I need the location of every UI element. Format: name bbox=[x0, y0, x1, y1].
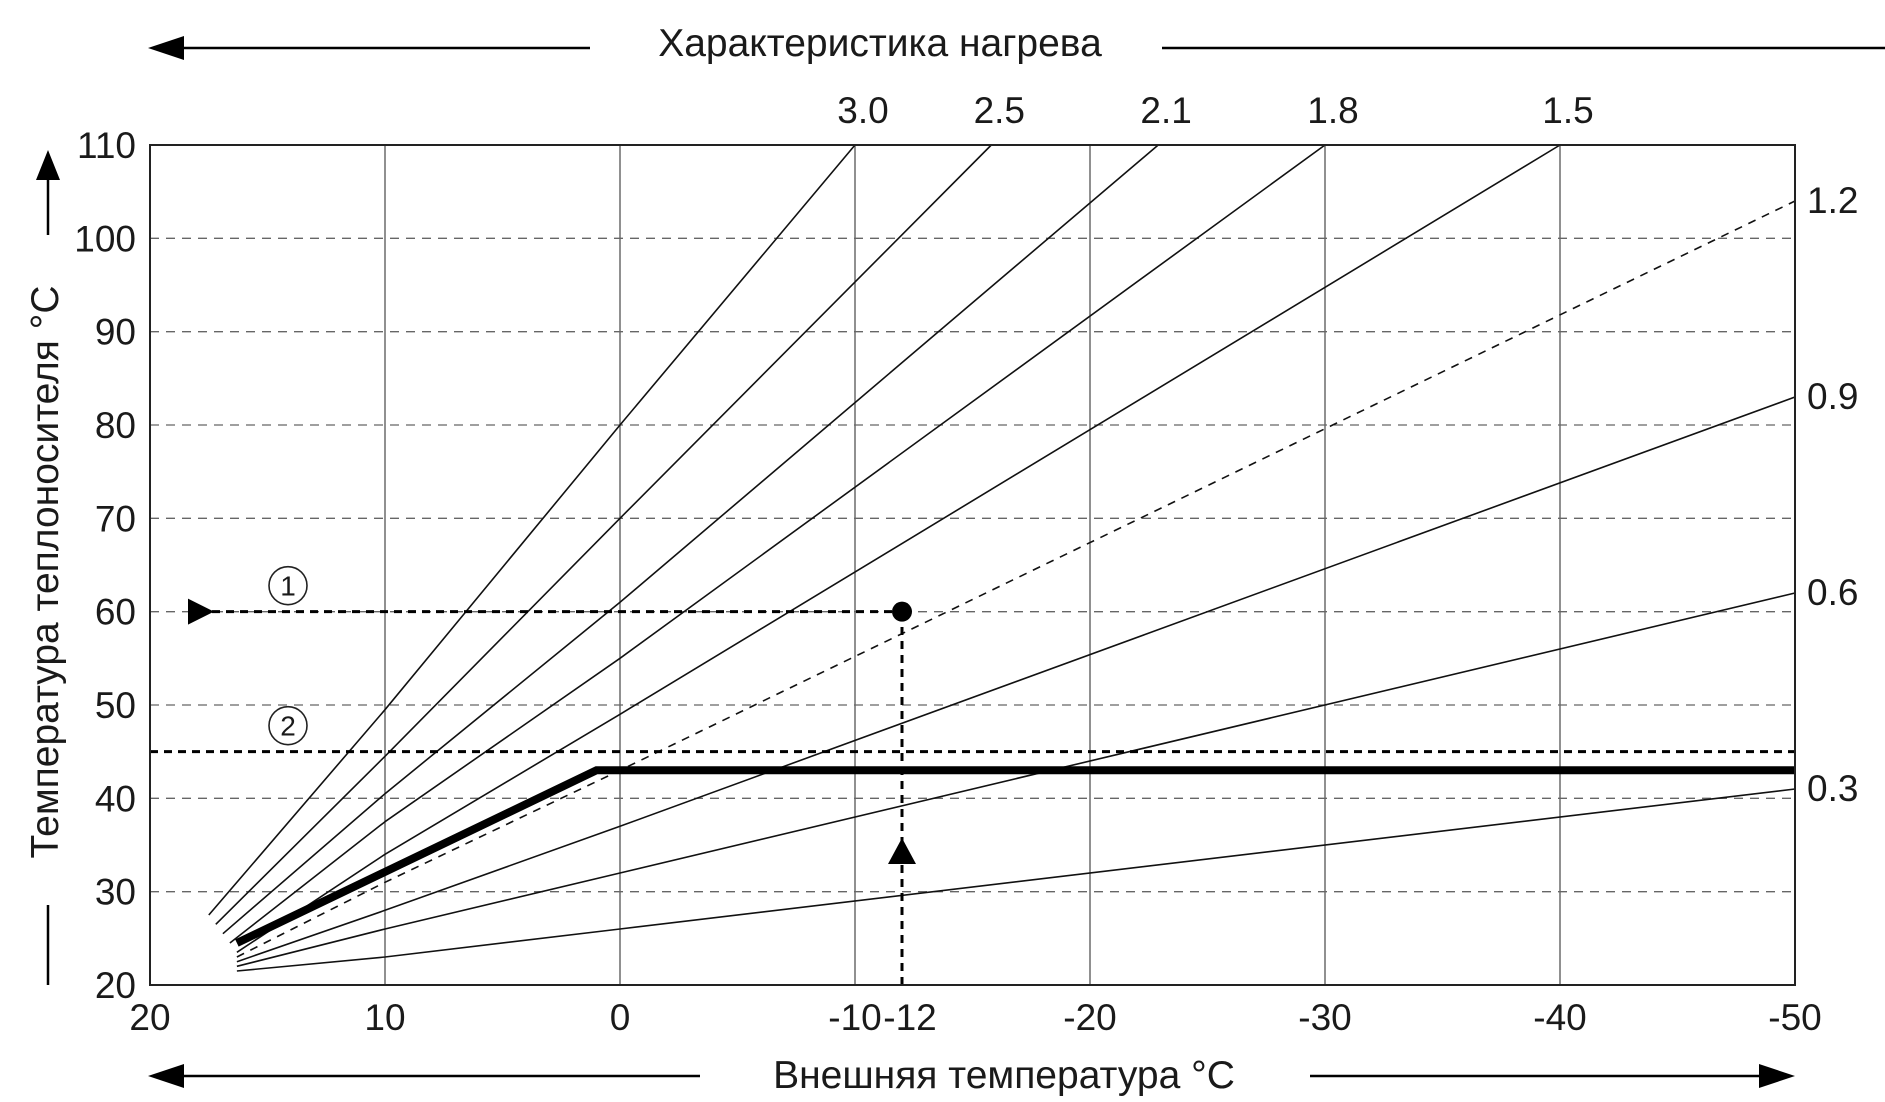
curve-label: 2.5 bbox=[974, 90, 1025, 131]
curve-label: 0.3 bbox=[1807, 768, 1858, 809]
up-arrowhead bbox=[36, 150, 60, 180]
x-tick-label: 10 bbox=[364, 997, 405, 1038]
y-tick-label: 40 bbox=[95, 778, 136, 819]
labels-layer: 20 10 0 -10 -20 -30 -40 -50-1220304050607080901… bbox=[74, 90, 1858, 1038]
decor-layer bbox=[36, 36, 1885, 1088]
operating-point-marker bbox=[892, 601, 912, 622]
curve-label: 3.0 bbox=[837, 90, 888, 131]
x-axis-label: Внешняя температура °C bbox=[773, 1054, 1235, 1097]
heating-curve bbox=[222, 144, 1159, 935]
y-tick-label: 70 bbox=[95, 498, 136, 539]
curve-label: 1.2 bbox=[1807, 180, 1858, 221]
chart-title: Характеристика нагрева bbox=[658, 22, 1102, 65]
curve-label: 1.8 bbox=[1307, 90, 1358, 131]
y-tick-label: 50 bbox=[95, 685, 136, 726]
up-arrow-marker bbox=[888, 838, 916, 864]
y-tick-label: 30 bbox=[95, 872, 136, 913]
y-tick-label: 20 bbox=[95, 965, 136, 1006]
x-tick-label-extra: -12 bbox=[883, 997, 936, 1038]
y-tick-label: 80 bbox=[95, 405, 136, 446]
right-arrow-marker bbox=[188, 598, 214, 625]
y-tick-label: 110 bbox=[77, 125, 136, 166]
x-tick-label: 20 bbox=[129, 997, 170, 1038]
y-tick-label: 60 bbox=[95, 592, 136, 633]
x-tick-label: -20 bbox=[1063, 997, 1116, 1038]
heating-curve bbox=[236, 396, 1796, 963]
annotations-layer: 12 bbox=[150, 565, 1795, 985]
heating-curve bbox=[215, 144, 992, 925]
y-tick-label: 100 bbox=[74, 218, 136, 259]
plot-frame bbox=[149, 144, 1796, 986]
curves-layer bbox=[208, 144, 1796, 972]
grid-layer bbox=[150, 145, 1795, 985]
circled-number-badge bbox=[268, 705, 308, 746]
heating-curve bbox=[236, 200, 1796, 958]
curve-label: 2.1 bbox=[1140, 90, 1191, 131]
right-arrowhead bbox=[1759, 1064, 1795, 1088]
x-tick-label: -40 bbox=[1533, 997, 1586, 1038]
y-axis-label: Температура теплоносителя °C bbox=[24, 286, 67, 859]
circled-number-badge bbox=[268, 565, 308, 606]
curve-label: 0.6 bbox=[1807, 572, 1858, 613]
curve-label: 1.5 bbox=[1542, 90, 1593, 131]
heating-curve bbox=[208, 144, 856, 916]
x-tick-label: -30 bbox=[1298, 997, 1351, 1038]
x-tick-label: 0 bbox=[610, 997, 631, 1038]
x-tick-label: -10 bbox=[828, 997, 881, 1038]
left-arrowhead bbox=[148, 1064, 184, 1088]
x-tick-label: -50 bbox=[1768, 997, 1821, 1038]
heating-curve bbox=[236, 788, 1796, 972]
curve-label: 0.9 bbox=[1807, 376, 1858, 417]
heating-curve bbox=[229, 144, 1326, 944]
y-tick-label: 90 bbox=[95, 312, 136, 353]
circled-number: 2 bbox=[280, 711, 296, 742]
heating-curve bbox=[236, 144, 1561, 953]
limit-line bbox=[235, 766, 1795, 947]
circled-number: 1 bbox=[280, 571, 296, 602]
heating-curve bbox=[236, 592, 1796, 968]
left-arrowhead bbox=[148, 36, 184, 60]
